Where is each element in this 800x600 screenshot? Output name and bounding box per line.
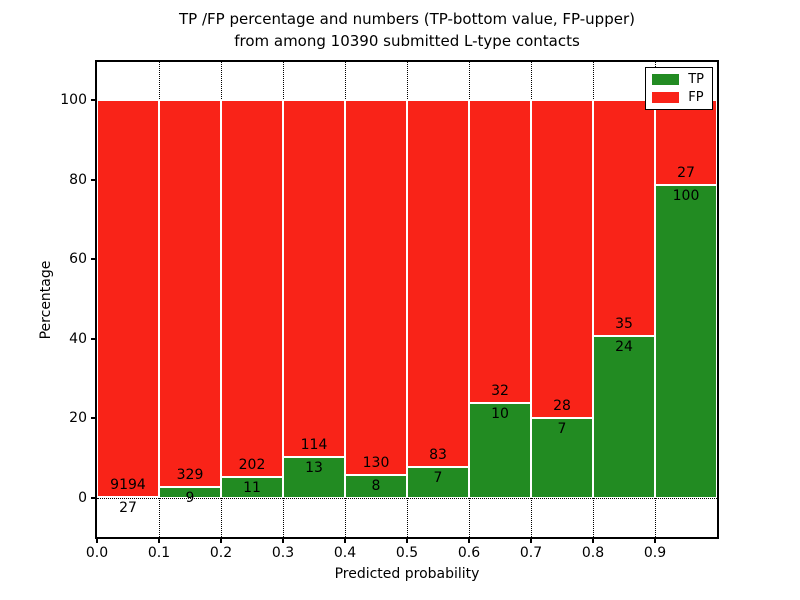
x-tick-label: 0.4 — [333, 545, 357, 561]
chart-title: TP /FP percentage and numbers (TP-bottom… — [95, 8, 719, 52]
bar-fp-count: 83 — [429, 447, 447, 464]
bar-tp-segment — [469, 403, 531, 498]
legend-item-tp: TP — [652, 73, 704, 86]
bar-fp-segment — [593, 100, 655, 337]
legend-tp-swatch — [652, 74, 680, 85]
x-tick — [592, 539, 594, 543]
x-tick-label: 0.7 — [519, 545, 543, 561]
bar-tp-count: 7 — [557, 421, 567, 438]
y-tick — [91, 497, 95, 499]
x-tick-label: 0.3 — [271, 545, 295, 561]
x-tick — [530, 539, 532, 543]
y-tick-label: 0 — [78, 490, 87, 506]
bar-tp-segment — [531, 418, 593, 498]
bar-fp-count: 32 — [491, 383, 509, 400]
legend-fp-swatch — [652, 92, 680, 103]
bar-tp-count: 27 — [119, 499, 137, 516]
x-tick — [468, 539, 470, 543]
gridline-horizontal — [97, 99, 717, 101]
y-tick-label: 80 — [69, 171, 87, 188]
y-tick — [91, 337, 95, 340]
bar-tp-segment — [221, 477, 283, 498]
x-tick — [220, 539, 222, 543]
bar-fp-segment — [407, 100, 469, 468]
bar-fp-count: 35 — [615, 316, 633, 333]
bar-fp-count: 9194 — [110, 476, 146, 493]
x-tick — [282, 539, 284, 543]
x-tick-label: 0.5 — [395, 545, 419, 561]
x-tick-label: 0.6 — [457, 545, 481, 561]
bar-tp-count: 10 — [491, 406, 509, 423]
x-tick-label: 0.1 — [147, 545, 171, 561]
bar-tp-segment — [283, 457, 345, 498]
bar-tp-count: 24 — [615, 339, 633, 356]
y-tick-label: 20 — [69, 410, 87, 427]
bar-fp-count: 27 — [677, 164, 695, 181]
bar-fp-segment — [531, 100, 593, 419]
y-tick — [91, 99, 95, 101]
legend-tp-label: TP — [688, 72, 704, 87]
bar-fp-count: 329 — [176, 467, 204, 484]
x-axis-label: Predicted probability — [334, 566, 480, 582]
x-tick-label: 0.2 — [209, 545, 233, 561]
y-tick — [91, 178, 95, 181]
x-tick-label: 0.0 — [85, 545, 109, 561]
y-tick-label: 60 — [69, 251, 87, 268]
bar-fp-segment — [221, 100, 283, 478]
bar-fp-count: 130 — [362, 454, 390, 471]
bar-tp-segment — [345, 474, 407, 498]
bar-fp-segment — [159, 100, 221, 488]
bar-tp-count: 100 — [672, 187, 700, 204]
bar-tp-count: 13 — [305, 460, 323, 477]
bar-tp-count: 8 — [371, 477, 381, 494]
x-tick — [344, 539, 346, 543]
bar-fp-count: 202 — [238, 457, 266, 474]
bar-tp-count: 11 — [243, 480, 261, 497]
x-tick — [654, 539, 656, 543]
bar-fp-segment — [345, 100, 407, 475]
legend: TP FP — [645, 67, 713, 110]
x-tick — [96, 539, 98, 543]
y-tick-label: 100 — [60, 92, 87, 108]
bar-tp-segment — [655, 184, 717, 498]
y-tick — [91, 417, 95, 420]
bar-fp-segment — [469, 100, 531, 404]
gridline-horizontal — [97, 497, 717, 499]
bar-fp-segment — [283, 100, 345, 458]
bar-tp-segment — [593, 336, 655, 498]
y-axis-label: Percentage — [38, 260, 54, 340]
bars-layer — [97, 62, 717, 537]
x-tick-label: 0.9 — [643, 545, 667, 561]
bar-fp-count: 28 — [553, 398, 571, 415]
plot-area: 9194 27 329 9 202 11 114 13 130 8 83 7 32 10 28 7 35 24 27… — [95, 60, 719, 539]
legend-item-fp: FP — [652, 91, 704, 104]
bar-fp-segment — [97, 100, 159, 497]
chart-title-line2: from among 10390 submitted L-type contac… — [234, 32, 580, 50]
bar-fp-count: 114 — [300, 437, 328, 454]
chart-title-line1: TP /FP percentage and numbers (TP-bottom… — [179, 10, 635, 28]
bar-tp-segment — [159, 487, 221, 498]
x-tick — [406, 539, 408, 543]
legend-fp-label: FP — [688, 90, 704, 105]
bar-fp-segment — [655, 100, 717, 185]
x-tick — [158, 539, 160, 543]
bar-tp-count: 9 — [185, 490, 195, 507]
bar-labels-layer: 9194 27 329 9 202 11 114 13 130 8 83 7 32 10 28 7 35 24 27… — [97, 62, 717, 537]
y-tick-label: 40 — [69, 330, 87, 347]
x-tick-label: 0.8 — [581, 545, 605, 561]
bar-tp-segment — [407, 467, 469, 498]
y-tick — [91, 258, 95, 261]
bar-tp-count: 7 — [433, 470, 443, 487]
